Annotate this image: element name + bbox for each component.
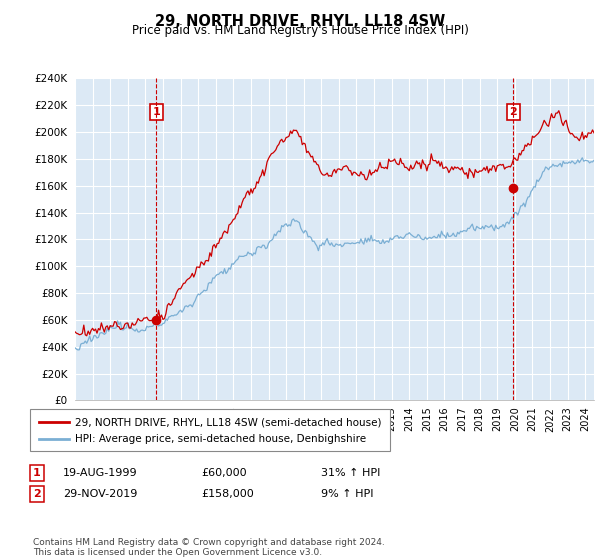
Text: 2: 2: [509, 107, 517, 117]
Text: 9% ↑ HPI: 9% ↑ HPI: [321, 489, 373, 499]
Text: Contains HM Land Registry data © Crown copyright and database right 2024.
This d: Contains HM Land Registry data © Crown c…: [33, 538, 385, 557]
Text: 31% ↑ HPI: 31% ↑ HPI: [321, 468, 380, 478]
Text: 1: 1: [152, 107, 160, 117]
Text: HPI: Average price, semi-detached house, Denbighshire: HPI: Average price, semi-detached house,…: [75, 434, 366, 444]
Text: 29, NORTH DRIVE, RHYL, LL18 4SW: 29, NORTH DRIVE, RHYL, LL18 4SW: [155, 14, 445, 29]
Text: Price paid vs. HM Land Registry's House Price Index (HPI): Price paid vs. HM Land Registry's House …: [131, 24, 469, 37]
Text: £60,000: £60,000: [201, 468, 247, 478]
Text: 29-NOV-2019: 29-NOV-2019: [63, 489, 137, 499]
Text: 29, NORTH DRIVE, RHYL, LL18 4SW (semi-detached house): 29, NORTH DRIVE, RHYL, LL18 4SW (semi-de…: [75, 417, 382, 427]
Text: 2: 2: [33, 489, 41, 499]
Text: 19-AUG-1999: 19-AUG-1999: [63, 468, 137, 478]
Text: 1: 1: [33, 468, 41, 478]
Text: £158,000: £158,000: [201, 489, 254, 499]
